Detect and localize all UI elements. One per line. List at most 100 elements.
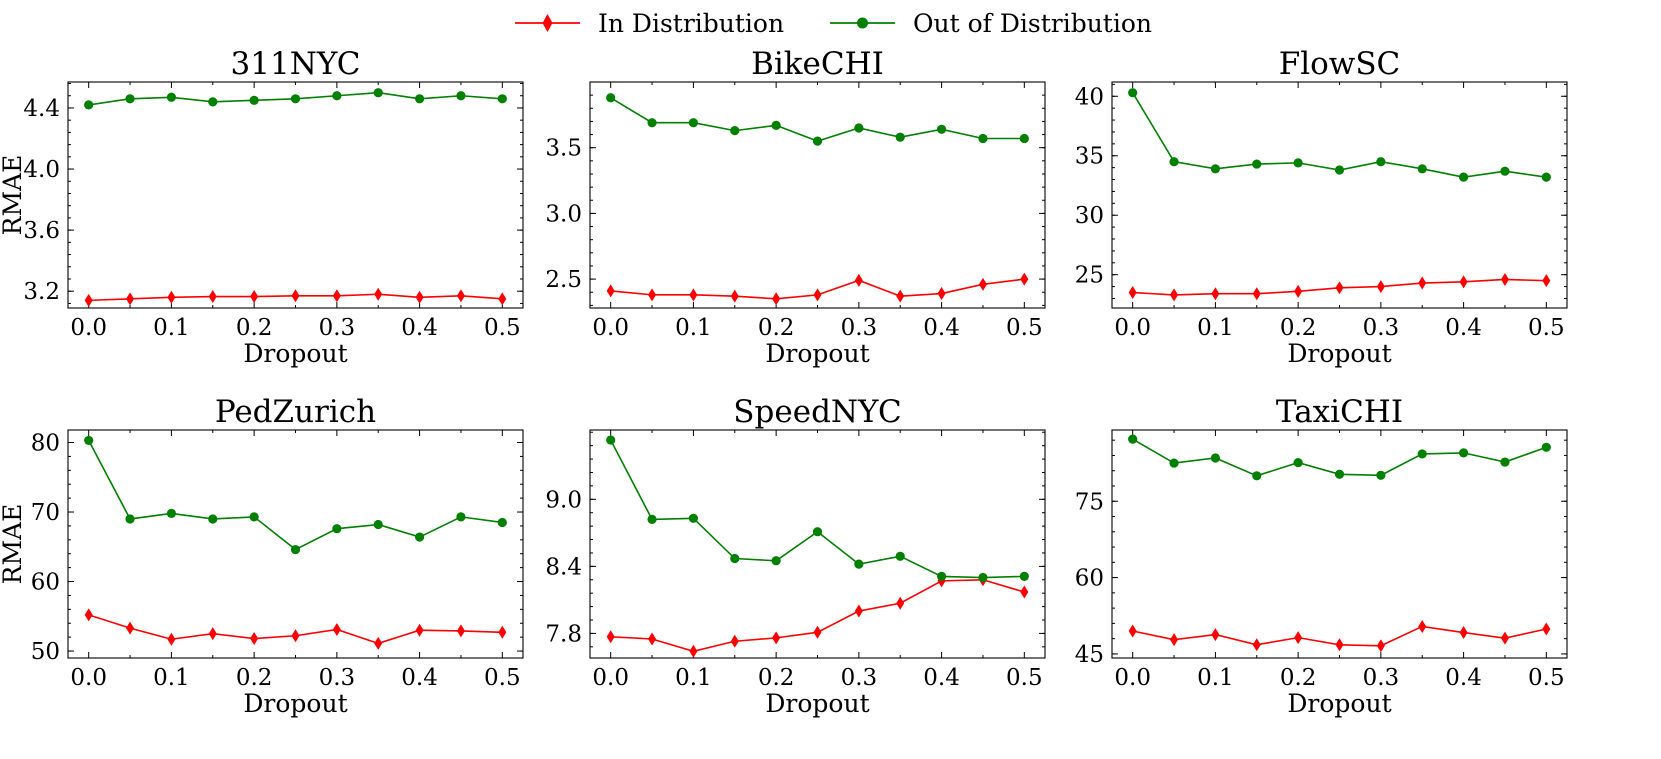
x-tick-label: 0.3 [841, 665, 878, 691]
data-point-diamond [374, 636, 383, 650]
data-point-diamond [498, 625, 507, 639]
data-point-diamond [937, 287, 946, 301]
data-point-circle [125, 514, 135, 524]
x-tick-label: 0.5 [484, 315, 521, 341]
data-point-circle [1019, 571, 1029, 582]
data-point-diamond [1020, 272, 1029, 286]
x-axis-label: Dropout [765, 339, 869, 368]
data-point-diamond [1376, 639, 1385, 653]
data-point-circle [936, 571, 947, 582]
data-point-diamond [1294, 284, 1303, 298]
y-tick-label: 4.4 [23, 96, 60, 122]
subplot-title: FlowSC [1279, 46, 1401, 82]
data-point-circle [84, 435, 94, 446]
data-point-diamond [1211, 628, 1220, 642]
data-point-circle [125, 94, 135, 104]
x-tick-label: 0.5 [1006, 315, 1043, 341]
data-point-diamond [1418, 276, 1427, 290]
data-point-diamond [167, 632, 176, 646]
data-point-circle [290, 544, 301, 555]
data-point-circle [895, 551, 905, 561]
legend-in-marker [542, 14, 553, 32]
data-point-circle [1376, 157, 1386, 167]
data-point-diamond [1376, 280, 1385, 294]
series-line [87, 440, 503, 551]
y-tick-label: 60 [1075, 566, 1104, 592]
axes-frame [1111, 429, 1568, 659]
x-tick-label: 0.3 [1363, 665, 1400, 691]
data-point-circle [854, 123, 864, 133]
x-axis-label: Dropout [1287, 339, 1391, 368]
data-point-diamond [1020, 585, 1029, 599]
x-tick-label: 0.2 [236, 665, 273, 691]
axes-frame [589, 429, 1046, 659]
subplot-title: BikeCHI [751, 46, 884, 82]
data-point-circle [373, 88, 383, 98]
data-point-diamond [854, 273, 863, 287]
data-point-circle [1376, 470, 1386, 480]
data-point-diamond [374, 287, 383, 301]
data-point-diamond [730, 634, 739, 648]
x-tick-label: 0.5 [1006, 665, 1043, 691]
data-point-diamond [772, 292, 781, 306]
data-point-diamond [813, 625, 822, 639]
data-point-diamond [813, 288, 822, 302]
x-tick-label: 0.4 [923, 315, 960, 341]
x-tick-label: 0.4 [401, 665, 438, 691]
series-in-distribution [84, 287, 507, 307]
data-point-diamond [1335, 638, 1344, 652]
data-point-circle [771, 556, 781, 566]
x-tick-label: 0.2 [758, 665, 795, 691]
y-tick-label: 60 [31, 570, 60, 596]
x-tick-label: 0.0 [70, 315, 107, 341]
data-point-circle [771, 120, 781, 130]
data-point-diamond [208, 627, 217, 641]
y-tick-label: 50 [31, 639, 60, 665]
series-out-of-distribution [84, 435, 507, 555]
y-tick-label: 80 [31, 431, 60, 457]
data-point-diamond [648, 288, 657, 302]
y-tick-label: 30 [1075, 203, 1104, 229]
data-point-circle [1169, 157, 1179, 167]
subplot-flowsc: FlowSC 0.0 0.1 0.2 0.3 0.4 0.5 25 30 35 40 Dropout [1075, 46, 1568, 368]
axes-frame [67, 429, 524, 659]
data-point-circle [1128, 88, 1138, 98]
x-tick-label: 0.4 [1445, 315, 1482, 341]
y-tick-label: 35 [1075, 144, 1104, 170]
data-point-diamond [208, 290, 217, 304]
data-point-circle [1293, 158, 1303, 168]
data-point-diamond [854, 604, 863, 618]
data-point-circle [290, 94, 301, 104]
data-point-diamond [606, 284, 615, 298]
x-tick-label: 0.2 [1280, 315, 1317, 341]
data-point-diamond [978, 277, 987, 291]
x-tick-label: 0.2 [758, 315, 795, 341]
data-point-diamond [250, 290, 259, 304]
data-point-diamond [730, 289, 739, 303]
data-point-diamond [1459, 275, 1468, 289]
data-point-diamond [167, 290, 176, 304]
series-in-distribution [606, 573, 1029, 658]
data-point-diamond [1170, 288, 1179, 302]
subplot-title: SpeedNYC [733, 394, 901, 430]
data-point-circle [606, 435, 616, 445]
data-point-diamond [415, 290, 424, 304]
y-tick-label: 75 [1075, 489, 1104, 515]
x-tick-label: 0.1 [675, 665, 712, 691]
data-point-diamond [648, 632, 657, 646]
data-point-circle [332, 524, 342, 534]
data-point-circle [1458, 172, 1469, 182]
subplot-311nyc: 311NYC 0.0 0.1 0.2 0.3 0.4 0.5 3.2 3.6 4.0 4.4 Drop… [0, 46, 524, 368]
data-point-diamond [606, 630, 615, 644]
series-in-distribution [84, 608, 507, 650]
data-point-circle [1417, 164, 1427, 174]
x-tick-label: 0.3 [841, 315, 878, 341]
data-point-diamond [126, 621, 135, 635]
y-axis-label: RMAE [0, 504, 27, 585]
series-out-of-distribution [606, 93, 1029, 146]
series-line [1131, 92, 1547, 178]
data-point-circle [1458, 448, 1469, 458]
x-tick-label: 0.1 [1197, 315, 1234, 341]
data-point-circle [166, 92, 177, 102]
data-point-diamond [1294, 631, 1303, 645]
